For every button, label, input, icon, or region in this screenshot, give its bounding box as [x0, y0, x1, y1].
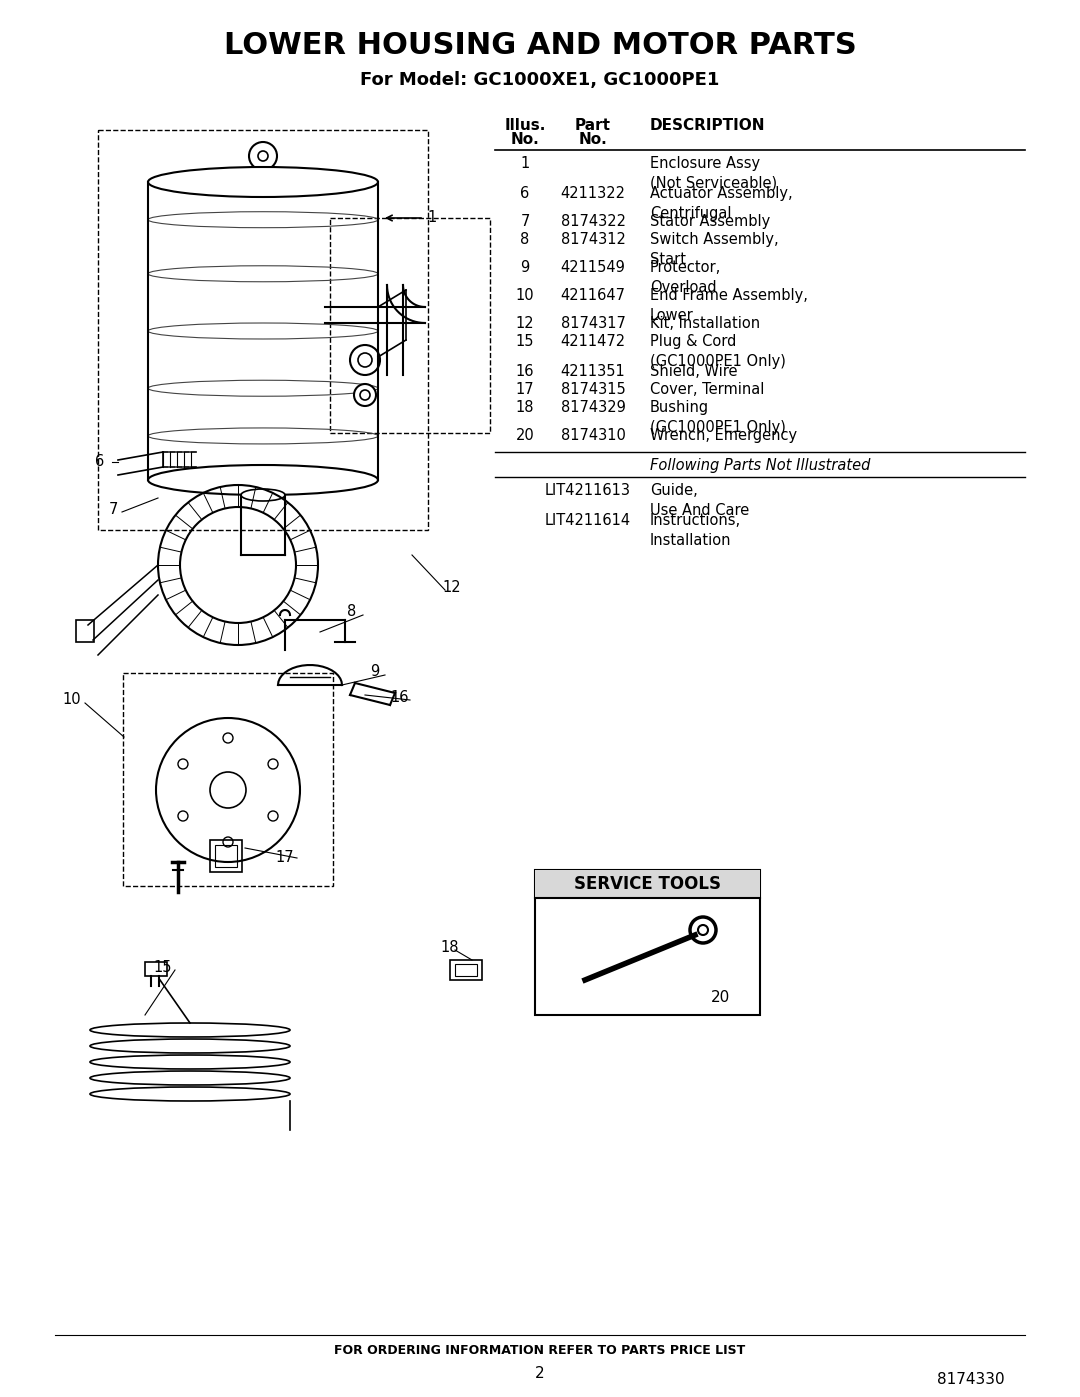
Text: 8: 8 [521, 232, 529, 247]
Bar [330, 218, 490, 433]
Text: No.: No. [511, 131, 539, 147]
Circle shape [222, 733, 233, 743]
Text: 4211472: 4211472 [561, 334, 625, 349]
Text: For Model: GC1000XE1, GC1000PE1: For Model: GC1000XE1, GC1000PE1 [361, 71, 719, 89]
Circle shape [178, 759, 188, 768]
Text: Plug & Cord
(GC1000PE1 Only): Plug & Cord (GC1000PE1 Only) [650, 334, 786, 369]
Text: 15: 15 [516, 334, 535, 349]
Text: 20: 20 [711, 989, 730, 1004]
Text: 16: 16 [516, 365, 535, 379]
Text: Actuator Assembly,
Centrifugal: Actuator Assembly, Centrifugal [650, 186, 793, 221]
Text: LOWER HOUSING AND MOTOR PARTS: LOWER HOUSING AND MOTOR PARTS [224, 31, 856, 60]
Text: 8174317: 8174317 [561, 316, 625, 331]
Text: 8174310: 8174310 [561, 427, 625, 443]
Text: 7: 7 [521, 214, 529, 229]
Text: 7: 7 [108, 503, 118, 517]
Text: 8174312: 8174312 [561, 232, 625, 247]
Text: Following Parts Not Illustrated: Following Parts Not Illustrated [650, 458, 870, 474]
Circle shape [258, 151, 268, 161]
Text: 1: 1 [521, 156, 529, 170]
Circle shape [222, 837, 233, 847]
Circle shape [178, 812, 188, 821]
Text: 8174315: 8174315 [561, 381, 625, 397]
Text: End Frame Assembly,
Lower: End Frame Assembly, Lower [650, 288, 808, 323]
Bar [455, 964, 477, 977]
Circle shape [156, 718, 300, 862]
Text: Wrench, Emergency: Wrench, Emergency [650, 427, 797, 443]
Text: DESCRIPTION: DESCRIPTION [650, 117, 766, 133]
Text: Bushing
(GC1000PE1 Only): Bushing (GC1000PE1 Only) [650, 400, 786, 434]
Text: 4211351: 4211351 [561, 365, 625, 379]
Text: 10: 10 [63, 693, 81, 707]
Text: Cover, Terminal: Cover, Terminal [650, 381, 765, 397]
Bar [450, 960, 482, 981]
Text: 12: 12 [515, 316, 535, 331]
Text: Switch Assembly,
Start: Switch Assembly, Start [650, 232, 779, 267]
Circle shape [698, 925, 708, 935]
Bar [76, 620, 94, 643]
Text: 4211322: 4211322 [561, 186, 625, 201]
Bar [145, 963, 167, 977]
Text: 18: 18 [516, 400, 535, 415]
Bar [98, 130, 428, 529]
Text: 10: 10 [515, 288, 535, 303]
Text: 6: 6 [521, 186, 529, 201]
Circle shape [354, 384, 376, 407]
Text: Kit, Installation: Kit, Installation [650, 316, 760, 331]
Text: 8174322: 8174322 [561, 214, 625, 229]
Text: 9: 9 [370, 665, 380, 679]
Circle shape [210, 773, 246, 807]
Bar [535, 870, 760, 1016]
Text: 17: 17 [515, 381, 535, 397]
Text: 20: 20 [515, 427, 535, 443]
Text: 8: 8 [348, 605, 356, 619]
Circle shape [357, 353, 372, 367]
Text: Instructions,
Installation: Instructions, Installation [650, 513, 741, 548]
Text: Enclosure Assy
(Not Serviceable): Enclosure Assy (Not Serviceable) [650, 156, 778, 191]
Text: 12: 12 [443, 581, 461, 595]
Text: 8174329: 8174329 [561, 400, 625, 415]
Bar [215, 845, 237, 868]
Text: FOR ORDERING INFORMATION REFER TO PARTS PRICE LIST: FOR ORDERING INFORMATION REFER TO PARTS … [335, 1344, 745, 1356]
Circle shape [249, 142, 276, 170]
Text: Shield, Wire: Shield, Wire [650, 365, 738, 379]
Ellipse shape [241, 489, 285, 502]
Circle shape [268, 812, 278, 821]
Text: SERVICE TOOLS: SERVICE TOOLS [573, 875, 721, 893]
Text: 8174330: 8174330 [937, 1372, 1005, 1387]
Text: 4211647: 4211647 [561, 288, 625, 303]
Text: Protector,
Overload: Protector, Overload [650, 260, 721, 295]
Text: 1: 1 [428, 211, 436, 225]
Bar [535, 870, 760, 898]
Text: No.: No. [579, 131, 607, 147]
Text: 9: 9 [521, 260, 529, 275]
Text: 4211549: 4211549 [561, 260, 625, 275]
Text: 18: 18 [441, 940, 459, 956]
Text: 2: 2 [536, 1365, 544, 1380]
Text: 16: 16 [391, 690, 409, 705]
Circle shape [690, 916, 716, 943]
Circle shape [350, 345, 380, 374]
Circle shape [268, 759, 278, 768]
Ellipse shape [148, 465, 378, 495]
Circle shape [360, 390, 370, 400]
Text: Illus.: Illus. [504, 117, 545, 133]
Text: 6: 6 [95, 454, 105, 469]
Text: Stator Assembly: Stator Assembly [650, 214, 770, 229]
Text: Guide,
Use And Care: Guide, Use And Care [650, 483, 750, 518]
Text: 17: 17 [275, 851, 295, 866]
Text: LIT4211613: LIT4211613 [545, 483, 631, 497]
Ellipse shape [148, 168, 378, 197]
Text: LIT4211614: LIT4211614 [545, 513, 631, 528]
Text: 15: 15 [153, 961, 172, 975]
Text: Part: Part [575, 117, 611, 133]
Bar [123, 673, 333, 886]
Bar [210, 840, 242, 872]
